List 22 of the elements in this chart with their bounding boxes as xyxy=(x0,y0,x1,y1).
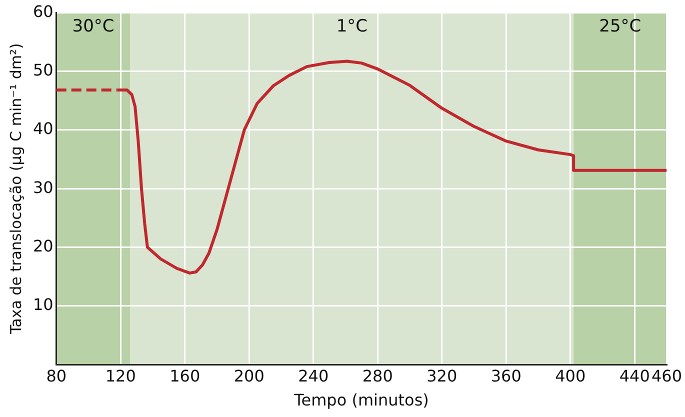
x-axis-title: Tempo (minutos) xyxy=(293,390,429,410)
x-tick-label: 320 xyxy=(426,366,458,386)
y-tick-label: 30 xyxy=(33,178,54,197)
y-tick-label: 40 xyxy=(33,119,54,138)
y-tick-label: 10 xyxy=(33,295,54,314)
y-tick-label: 60 xyxy=(33,2,54,21)
x-tick-label: 460 xyxy=(651,366,682,386)
x-tick-label: 80 xyxy=(46,366,67,386)
x-tick-label: 440 xyxy=(619,366,650,386)
x-tick-label: 400 xyxy=(555,366,586,386)
x-tick-label: 160 xyxy=(170,366,200,386)
x-tick-label: 200 xyxy=(234,366,264,386)
x-tick-label: 240 xyxy=(298,366,329,386)
band-label: 25°C xyxy=(599,16,642,37)
y-tick-label: 20 xyxy=(33,236,54,256)
band-label: 1°C xyxy=(336,16,368,37)
x-tick-label: 360 xyxy=(490,366,522,386)
y-tick-label: 50 xyxy=(33,60,54,80)
x-tick-label: 120 xyxy=(105,366,136,386)
y-axis-title: Taxa de translocação (µg C min⁻¹ dm²) xyxy=(6,43,25,336)
x-tick-label: 280 xyxy=(362,366,393,386)
band-label: 30°C xyxy=(72,16,114,37)
